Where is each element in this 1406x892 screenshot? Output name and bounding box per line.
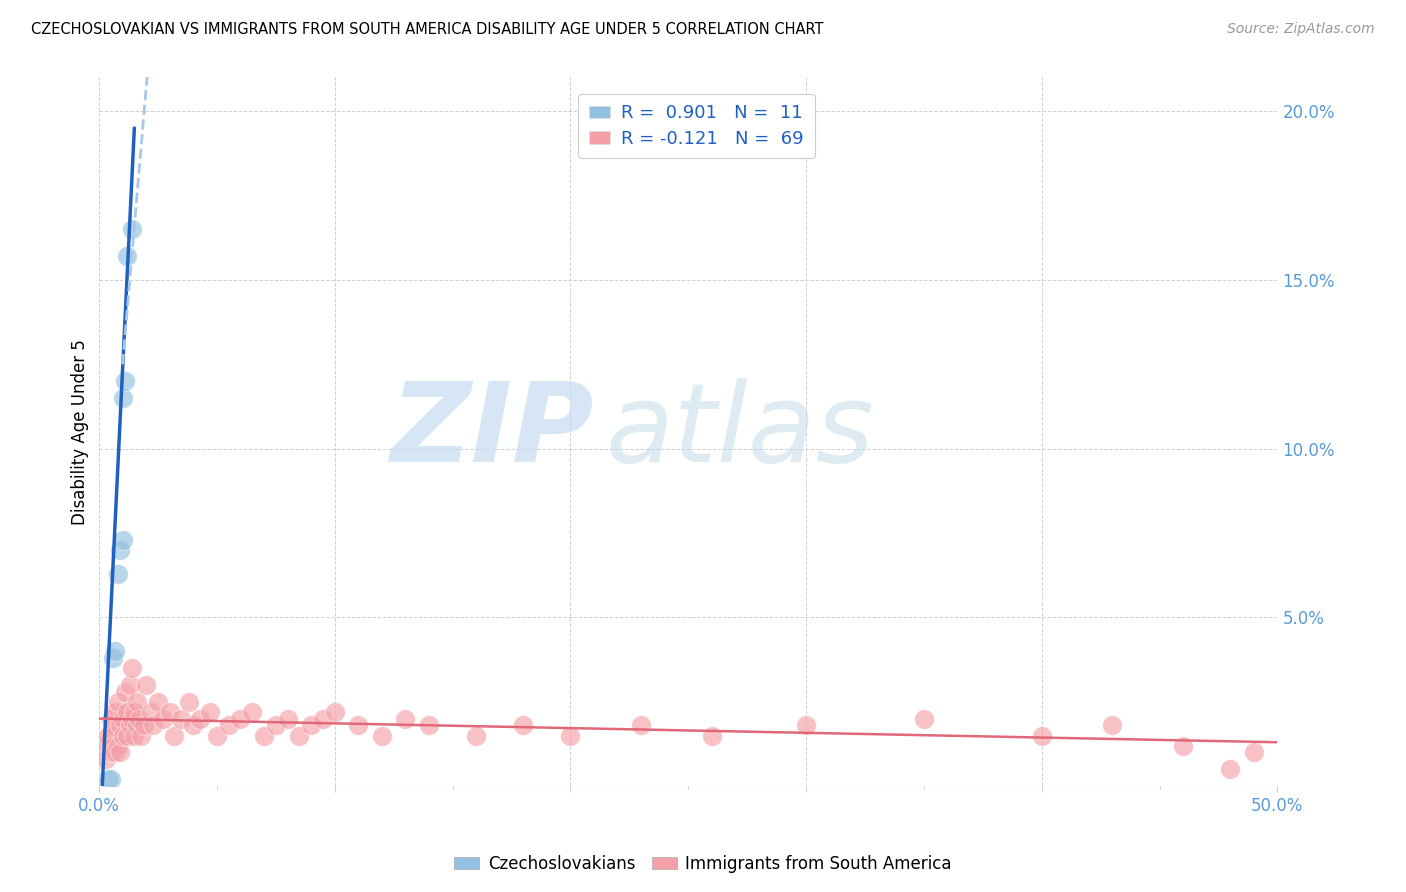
- Point: [111, 533, 134, 547]
- Point: [100, 712, 122, 726]
- Point: [108, 718, 131, 732]
- Text: CZECHOSLOVAKIAN VS IMMIGRANTS FROM SOUTH AMERICA DISABILITY AGE UNDER 5 CORRELAT: CZECHOSLOVAKIAN VS IMMIGRANTS FROM SOUTH…: [31, 22, 824, 37]
- Point: [101, 739, 124, 753]
- Point: [299, 718, 322, 732]
- Point: [101, 651, 124, 665]
- Point: [418, 718, 440, 732]
- Point: [124, 705, 146, 719]
- Point: [1171, 739, 1194, 753]
- Point: [108, 745, 131, 759]
- Point: [132, 718, 155, 732]
- Point: [93, 739, 115, 753]
- Point: [135, 678, 157, 692]
- Point: [560, 729, 582, 743]
- Point: [118, 678, 141, 692]
- Point: [253, 729, 276, 743]
- Point: [323, 705, 346, 719]
- Point: [139, 705, 162, 719]
- Point: [146, 695, 169, 709]
- Point: [347, 718, 370, 732]
- Point: [394, 712, 416, 726]
- Point: [465, 729, 488, 743]
- Point: [117, 249, 139, 263]
- Point: [288, 729, 311, 743]
- Point: [108, 542, 131, 557]
- Point: [170, 712, 193, 726]
- Point: [1219, 762, 1241, 776]
- Point: [107, 695, 129, 709]
- Legend: R =  0.901   N =  11, R = -0.121   N =  69: R = 0.901 N = 11, R = -0.121 N = 69: [578, 94, 814, 159]
- Point: [121, 712, 143, 726]
- Point: [121, 222, 143, 236]
- Point: [912, 712, 935, 726]
- Point: [100, 772, 122, 787]
- Point: [100, 745, 122, 759]
- Point: [104, 705, 127, 719]
- Point: [114, 374, 136, 388]
- Point: [700, 729, 723, 743]
- Point: [1031, 729, 1053, 743]
- Point: [101, 729, 124, 743]
- Point: [101, 718, 124, 732]
- Point: [125, 718, 148, 732]
- Text: Source: ZipAtlas.com: Source: ZipAtlas.com: [1227, 22, 1375, 37]
- Point: [152, 712, 174, 726]
- Point: [97, 729, 120, 743]
- Point: [111, 391, 134, 405]
- Point: [97, 772, 120, 787]
- Point: [124, 729, 146, 743]
- Point: [117, 729, 139, 743]
- Point: [312, 712, 335, 726]
- Point: [118, 718, 141, 732]
- Text: ZIP: ZIP: [391, 378, 593, 485]
- Point: [121, 661, 143, 675]
- Point: [128, 712, 150, 726]
- Point: [111, 712, 134, 726]
- Point: [198, 705, 221, 719]
- Point: [188, 712, 211, 726]
- Point: [229, 712, 252, 726]
- Point: [1101, 718, 1123, 732]
- Point: [240, 705, 263, 719]
- Point: [163, 729, 186, 743]
- Point: [114, 684, 136, 698]
- Point: [181, 718, 204, 732]
- Point: [125, 695, 148, 709]
- Point: [104, 644, 127, 658]
- Point: [94, 752, 117, 766]
- Y-axis label: Disability Age Under 5: Disability Age Under 5: [72, 339, 89, 524]
- Point: [131, 729, 153, 743]
- Point: [218, 718, 240, 732]
- Point: [104, 745, 127, 759]
- Point: [264, 718, 287, 732]
- Text: atlas: atlas: [606, 378, 875, 485]
- Legend: Czechoslovakians, Immigrants from South America: Czechoslovakians, Immigrants from South …: [447, 848, 959, 880]
- Point: [371, 729, 394, 743]
- Point: [512, 718, 534, 732]
- Point: [142, 718, 165, 732]
- Point: [1243, 745, 1265, 759]
- Point: [159, 705, 181, 719]
- Point: [630, 718, 652, 732]
- Point: [177, 695, 200, 709]
- Point: [277, 712, 299, 726]
- Point: [205, 729, 228, 743]
- Point: [794, 718, 817, 732]
- Point: [107, 739, 129, 753]
- Point: [111, 729, 134, 743]
- Point: [117, 705, 139, 719]
- Point: [107, 566, 129, 581]
